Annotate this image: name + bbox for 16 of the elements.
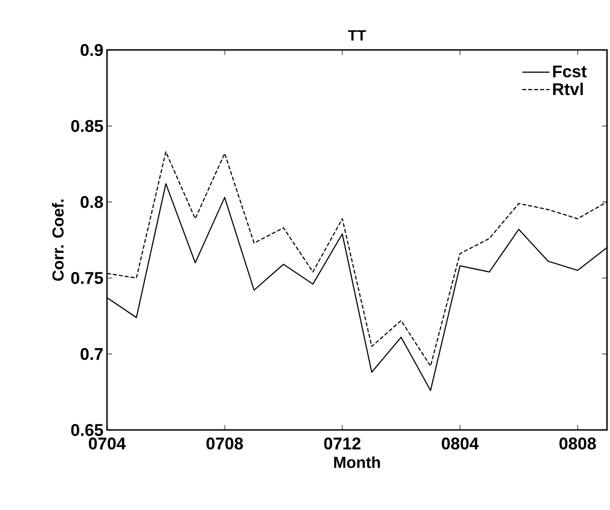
x-tick-label: 0712	[324, 438, 360, 450]
y-axis-title: Corr. Coef.	[52, 200, 64, 281]
chart-title: TT	[348, 30, 366, 40]
legend-label: Fcst	[553, 66, 587, 78]
x-tick-label: 0808	[559, 438, 596, 450]
y-tick-label: 0.7	[80, 348, 103, 360]
x-axis-title: Month	[334, 456, 380, 468]
y-tick-label: 0.9	[80, 44, 103, 56]
x-tick-label: 0708	[206, 438, 243, 450]
y-tick-label: 0.75	[71, 272, 104, 284]
y-tick-label: 0.65	[71, 424, 104, 436]
legend-label: Rtvl	[553, 82, 583, 96]
x-tick-label: 0704	[88, 438, 126, 450]
y-tick-label: 0.8	[80, 196, 103, 208]
y-tick-label: 0.85	[71, 120, 104, 132]
x-tick-label: 0804	[442, 438, 479, 450]
